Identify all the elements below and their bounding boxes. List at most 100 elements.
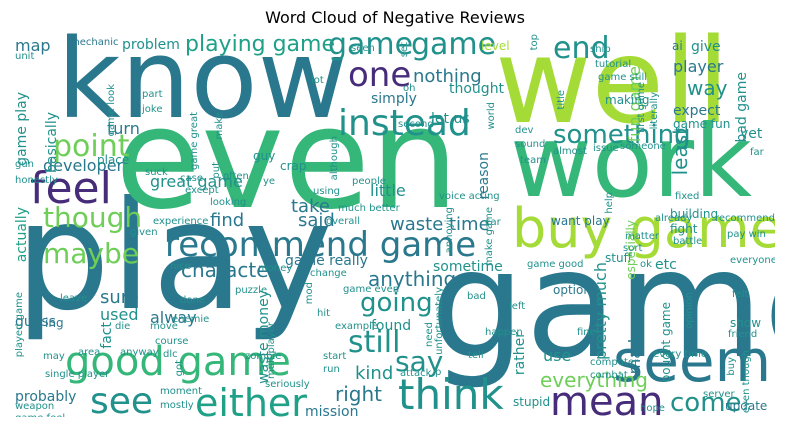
word-sure: sure	[100, 287, 139, 308]
word-ing: ing	[45, 316, 64, 330]
word-unit: unit	[15, 51, 35, 62]
word-weapon: weapon	[15, 401, 55, 412]
word-recommend-game: recommend game	[165, 225, 477, 265]
word-tutorial: tutorial	[595, 59, 632, 70]
word-money: money	[258, 263, 293, 274]
word-stupid: stupid	[513, 395, 551, 409]
word-nice: nice	[170, 261, 191, 272]
word-literally: literally	[649, 92, 660, 130]
word-help: help	[604, 192, 615, 214]
word-second: second	[398, 119, 434, 130]
word-even: even	[115, 78, 459, 241]
word-say: say	[395, 345, 444, 378]
word-battle: battle	[673, 236, 703, 247]
word-felt: felt	[732, 289, 749, 300]
word-mostly: mostly	[160, 400, 194, 411]
word-hope: hope	[640, 403, 665, 414]
word-great-game: great game	[150, 172, 243, 191]
word-level: level	[481, 39, 510, 53]
word-nothing: nothing	[413, 66, 482, 87]
word-going: going	[360, 288, 433, 318]
word-anything: anything	[368, 267, 457, 291]
word-everyone: everyone	[730, 255, 775, 266]
word-probably: probably	[15, 389, 77, 405]
word-anyway: anyway	[120, 347, 159, 358]
word-one: one	[348, 55, 412, 95]
word-every-time: every time	[653, 349, 708, 360]
word-gun: gun	[15, 159, 35, 170]
word-even-though: even though	[741, 350, 752, 414]
word-although: although	[329, 136, 340, 181]
word-little: little	[370, 181, 406, 200]
word-oh: oh	[403, 83, 416, 94]
word-part: part	[142, 89, 163, 100]
word-annoying: annoying	[444, 207, 455, 254]
word-game-look: game look	[106, 84, 117, 137]
word-dlc: dlc	[163, 349, 178, 360]
word-seriously: seriously	[265, 379, 310, 390]
word-come: come	[670, 388, 742, 417]
word-happen: happen	[485, 327, 523, 338]
word-recommend: recommend	[715, 213, 775, 224]
word-much-better: much better	[338, 203, 400, 214]
word-give: give	[691, 39, 721, 55]
word-server: server	[703, 389, 735, 400]
word-case: case	[180, 173, 203, 184]
word-turn: turn	[107, 119, 140, 138]
word-area: area	[78, 347, 101, 358]
word-run: run	[323, 364, 340, 375]
word-used: used	[100, 305, 139, 324]
word-bad: bad	[467, 291, 486, 302]
word-set: set	[399, 42, 410, 58]
word-bought-game: bought game	[659, 302, 673, 383]
word-playing-game: playing game	[185, 32, 336, 57]
word-yet: yet	[740, 126, 763, 142]
word-ship: ship	[590, 44, 611, 55]
word-put: put	[211, 162, 222, 179]
word-least: least	[668, 127, 692, 176]
word-world: world	[486, 102, 497, 130]
word-hit: hit	[317, 308, 331, 319]
word-already: already	[655, 213, 693, 224]
word-said: said	[298, 210, 335, 231]
word-buy-game: buy game	[512, 197, 775, 260]
word-expect: expect	[673, 103, 721, 119]
word-puzzle: puzzle	[235, 285, 268, 296]
word-course: course	[155, 336, 189, 347]
chart-title: Word Cloud of Negative Reviews	[265, 8, 525, 27]
word-change: change	[310, 268, 347, 279]
word-car: car	[485, 217, 501, 228]
word-joke: joke	[142, 104, 163, 115]
word-opinion: opinion	[684, 292, 695, 329]
word-issue: issue	[593, 143, 619, 154]
word-fact: fact	[99, 322, 115, 349]
word-guy: guy	[253, 149, 276, 163]
word-mechanic: mechanic	[70, 37, 119, 48]
word-given: given	[130, 227, 158, 238]
word-except: except	[185, 185, 219, 196]
word-need: need	[424, 322, 435, 347]
word-problem: problem	[122, 37, 180, 53]
word-everything: everything	[540, 368, 648, 392]
word-top: top	[529, 34, 540, 51]
word-game-good: game good	[527, 259, 584, 270]
word-update: update	[725, 399, 768, 413]
word-instead: instead	[338, 103, 471, 144]
word-game: game	[411, 32, 497, 62]
word-think: think	[398, 370, 504, 417]
word-right: right	[335, 382, 382, 406]
word-team: team	[520, 155, 546, 166]
word-pretty-much: pretty much	[591, 262, 610, 360]
word-option: option	[553, 283, 591, 297]
word-zombie: zombie	[245, 351, 282, 362]
word-found: found	[371, 318, 412, 334]
word-thought: thought	[449, 81, 505, 97]
word-want-play: want play	[551, 214, 610, 228]
word-matter: matter	[625, 231, 659, 242]
word-played-game: played game	[15, 292, 25, 358]
word-well: well	[495, 32, 730, 150]
word-single-player: single player	[45, 369, 110, 380]
word-game: game	[430, 218, 775, 392]
word-either: either	[195, 381, 307, 417]
word-someone: someone	[620, 141, 666, 152]
